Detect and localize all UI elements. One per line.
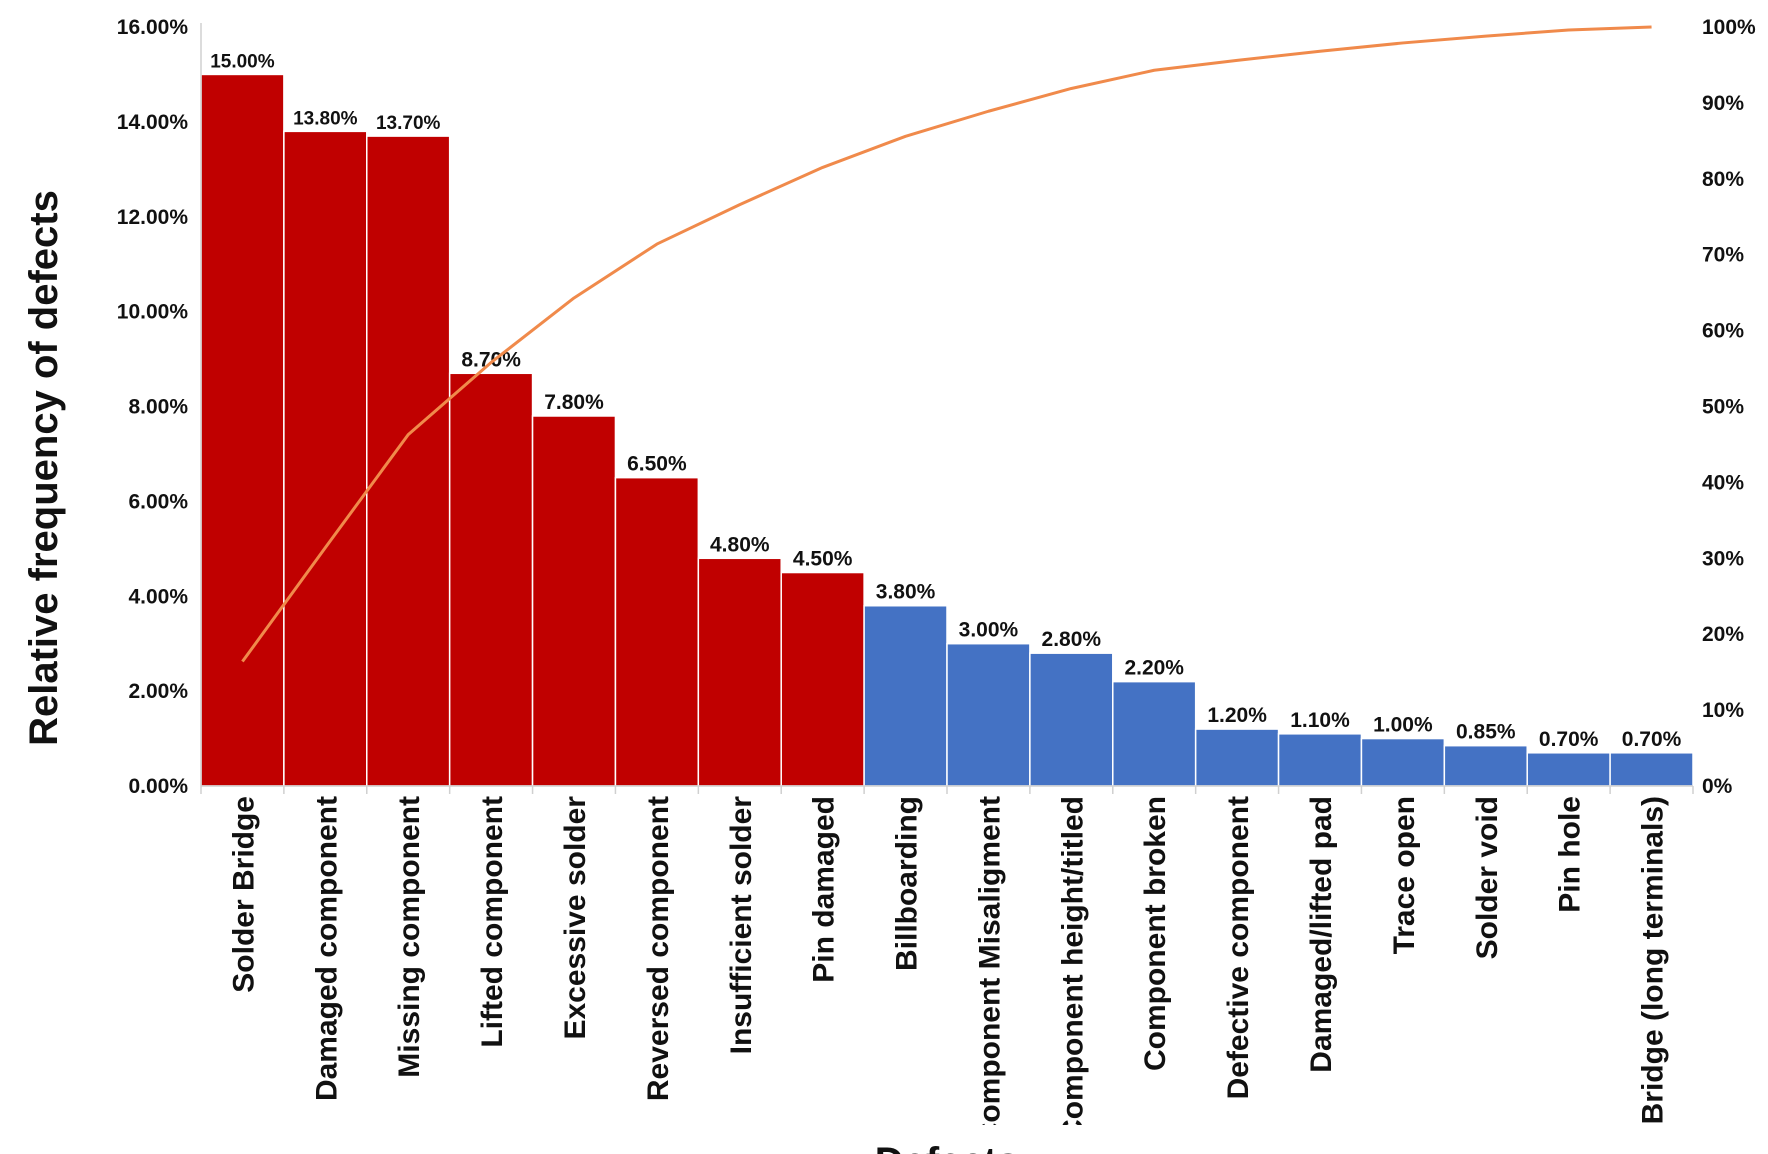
y-tick-label: 12.00% [117,206,189,229]
bar-value-label: 15.00% [210,51,275,72]
category-label: Defective component [1222,796,1255,1099]
axes-layer [200,23,1694,794]
y-tick-label: 14.00% [117,111,189,134]
cumulative-line [241,25,1652,663]
y2-tick-label: 80% [1702,168,1744,191]
bar-15 [1360,737,1446,787]
bar-17 [1526,752,1611,787]
category-label: Component Misaligment [973,796,1006,1144]
bar-value-label: 3.00% [959,619,1019,642]
bar-2 [283,130,368,787]
category-label: Billboarding [891,796,924,971]
bar-16 [1443,744,1528,787]
bar-value-label: 0.70% [1539,728,1599,751]
category-label: Damaged/lifted pad [1305,796,1338,1073]
y2-tick-label: 20% [1702,623,1744,646]
category-label: Component height/titled [1056,796,1089,1141]
bar-value-label: 13.70% [376,113,441,134]
y-tick-label: 6.00% [128,490,188,513]
bar-1 [200,73,285,787]
category-label: Missing component [393,796,426,1078]
y2-tick-label: 30% [1702,547,1744,570]
category-labels: Solder Bridge Damaged component Missing co… [227,796,1670,1144]
right-axis-ticks: 0% 10% 20% 30% 40% 50% 60% 70% 80% 90% 100% [1702,16,1756,798]
category-label: Excessive solder [559,796,592,1040]
y2-tick-label: 100% [1702,16,1756,39]
bar-value-label: 4.80% [710,533,770,556]
bar-12 [1112,680,1197,787]
y-tick-label: 16.00% [117,16,189,39]
category-label: Reversed component [642,796,675,1101]
category-label: Lifted component [476,796,509,1048]
bar-11 [1029,652,1114,787]
bar-value-label: 2.80% [1042,628,1102,651]
bar-labels-layer: 15.00% 13.80% 13.70% 8.70% 7.80% 6.50% 4.80% 4.… [210,51,1681,750]
y-axis-title: Relative frequency of defects [22,190,66,746]
bar-10 [946,642,1031,787]
y2-tick-label: 90% [1702,92,1744,115]
bar-5 [531,415,617,787]
y2-tick-label: 40% [1702,471,1744,494]
bar-3 [366,135,451,787]
bar-4 [448,372,534,787]
category-label: Insufficient solder [725,796,758,1055]
bar-value-label: 6.50% [627,453,687,476]
bar-value-label: 1.20% [1207,704,1267,727]
bar-7 [697,557,782,787]
y2-tick-label: 60% [1702,320,1744,343]
bar-value-label: 0.70% [1622,728,1682,751]
bar-value-label: 4.50% [793,548,853,571]
category-label: Solder void [1471,796,1504,959]
bar-9 [863,604,948,787]
category-label: Bridge (long terminals) [1637,796,1670,1124]
y-tick-label: 8.00% [128,396,188,419]
bar-6 [614,476,700,787]
bar-value-label: 7.80% [544,391,604,414]
bar-18 [1609,752,1694,787]
y2-tick-label: 50% [1702,396,1744,419]
bar-value-label: 1.00% [1373,714,1433,737]
bar-value-label: 13.80% [293,108,358,129]
bar-value-label: 1.10% [1290,709,1350,732]
bar-13 [1194,728,1280,787]
bar-value-label: 0.85% [1456,721,1516,744]
x-axis-title: Defects [875,1140,1020,1154]
bar-14 [1277,733,1363,787]
bars-layer [200,73,1694,787]
left-axis-ticks: 0.00% 2.00% 4.00% 6.00% 8.00% 10.00% 12.00% 14.… [117,16,189,798]
category-label: Pin hole [1554,796,1587,913]
category-label: Trace open [1388,796,1421,954]
bar-value-label: 8.70% [461,348,521,371]
category-label: Damaged component [310,796,343,1101]
bar-value-label: 2.20% [1124,657,1184,680]
category-label: Solder Bridge [227,796,260,993]
y-tick-label: 0.00% [128,775,188,798]
category-label: Component broken [1139,796,1172,1071]
y2-tick-label: 0% [1702,775,1733,798]
category-label: Pin damaged [808,796,841,983]
cumulative-line-layer [241,25,1652,663]
y-tick-label: 4.00% [128,585,188,608]
y2-tick-label: 10% [1702,699,1744,722]
bar-8 [780,571,865,787]
bar-value-label: 3.80% [876,581,936,604]
y-tick-label: 2.00% [128,680,188,703]
y2-tick-label: 70% [1702,244,1744,267]
y-tick-label: 10.00% [117,301,189,324]
